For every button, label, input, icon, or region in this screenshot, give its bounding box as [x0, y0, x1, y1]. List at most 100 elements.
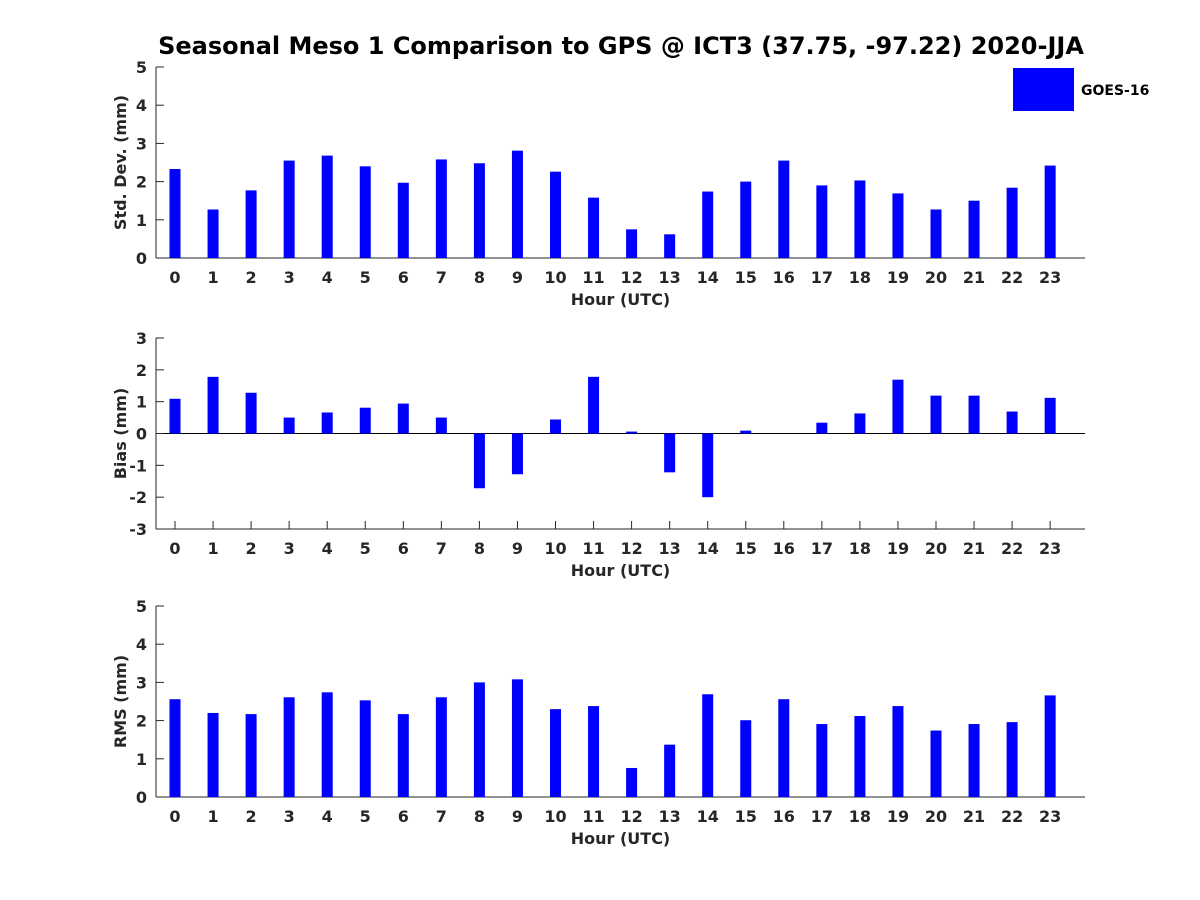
bar-hour-7 — [435, 159, 447, 258]
bar-hour-10 — [550, 419, 561, 434]
bar-hour-17 — [816, 422, 828, 434]
x-tick-label: 17 — [811, 539, 833, 558]
x-tick-label: 19 — [887, 539, 909, 558]
bar-hour-17 — [816, 724, 828, 797]
x-tick-label: 1 — [207, 807, 218, 826]
bar-hour-18 — [854, 413, 866, 434]
bar-hour-17 — [816, 185, 828, 258]
x-tick-label: 0 — [169, 268, 180, 287]
x-tick-label: 15 — [735, 539, 757, 558]
legend: GOES-16 — [1013, 68, 1149, 111]
x-tick-label: 21 — [963, 539, 985, 558]
bar-hour-4 — [321, 155, 333, 258]
x-tick-label: 17 — [811, 807, 833, 826]
x-tick-label: 15 — [735, 807, 757, 826]
bar-hour-14 — [702, 191, 714, 258]
bar-hour-10 — [550, 709, 561, 797]
y-tick-label: 2 — [136, 712, 147, 731]
y-axis-label: Bias (mm) — [111, 388, 130, 480]
x-tick-label: 7 — [436, 807, 447, 826]
y-tick-label: 4 — [136, 635, 147, 654]
bar-hour-13 — [664, 234, 676, 258]
x-tick-label: 13 — [659, 539, 681, 558]
x-tick-label: 14 — [697, 807, 719, 826]
y-tick-label: 0 — [136, 425, 147, 444]
y-tick-label: 0 — [136, 249, 147, 268]
y-tick-label: 3 — [136, 329, 147, 348]
bar-hour-22 — [1006, 411, 1018, 434]
x-tick-label: 8 — [474, 539, 485, 558]
bar-hour-19 — [892, 706, 904, 797]
x-tick-label: 11 — [582, 268, 604, 287]
bar-hour-0 — [169, 398, 181, 434]
bar-hour-20 — [930, 730, 942, 797]
x-tick-label: 2 — [246, 807, 257, 826]
x-tick-label: 0 — [169, 807, 180, 826]
bar-hour-15 — [740, 430, 752, 434]
x-tick-label: 21 — [963, 807, 985, 826]
bar-hour-10 — [550, 171, 561, 258]
x-tick-label: 10 — [544, 807, 566, 826]
x-tick-label: 16 — [773, 268, 795, 287]
x-tick-label: 17 — [811, 268, 833, 287]
bar-hour-21 — [968, 395, 980, 434]
x-tick-label: 1 — [207, 268, 218, 287]
x-tick-label: 2 — [246, 268, 257, 287]
bar-hour-6 — [397, 403, 409, 434]
y-tick-label: 5 — [136, 597, 147, 616]
x-axis-label: Hour (UTC) — [571, 561, 671, 580]
bar-hour-1 — [207, 712, 219, 797]
bar-hour-7 — [435, 417, 447, 434]
x-tick-label: 14 — [697, 539, 719, 558]
x-axis-label: Hour (UTC) — [571, 829, 671, 848]
bar-hour-21 — [968, 724, 980, 797]
y-axis-label: RMS (mm) — [111, 655, 130, 748]
bar-hour-14 — [702, 433, 714, 498]
y-tick-label: 4 — [136, 96, 147, 115]
bar-hour-9 — [511, 679, 523, 797]
x-tick-label: 23 — [1039, 268, 1061, 287]
x-tick-label: 3 — [284, 268, 295, 287]
bar-hour-23 — [1044, 397, 1056, 434]
y-tick-label: 3 — [136, 673, 147, 692]
legend-swatch — [1013, 68, 1074, 111]
bar-hour-21 — [968, 200, 980, 258]
x-tick-label: 12 — [620, 268, 642, 287]
x-tick-label: 13 — [659, 807, 681, 826]
bar-hour-5 — [359, 166, 371, 258]
bar-hour-22 — [1006, 187, 1018, 258]
x-tick-label: 20 — [925, 539, 947, 558]
bar-hour-6 — [397, 714, 409, 797]
bar-hour-3 — [283, 160, 295, 258]
x-tick-label: 16 — [773, 539, 795, 558]
bar-hour-5 — [359, 700, 371, 797]
bar-hour-2 — [245, 714, 257, 797]
bar-hour-14 — [702, 694, 714, 797]
x-tick-label: 4 — [322, 807, 333, 826]
x-tick-label: 5 — [360, 539, 371, 558]
bar-hour-8 — [473, 682, 485, 797]
y-axis-label: Std. Dev. (mm) — [111, 95, 130, 230]
bar-hour-23 — [1044, 695, 1056, 797]
x-tick-label: 3 — [284, 807, 295, 826]
bar-hour-20 — [930, 395, 942, 434]
x-tick-label: 9 — [512, 807, 523, 826]
bar-hour-9 — [511, 433, 523, 475]
y-tick-label: -3 — [129, 520, 147, 539]
bar-hour-8 — [473, 433, 485, 489]
x-tick-label: 18 — [849, 268, 871, 287]
x-tick-label: 2 — [246, 539, 257, 558]
x-tick-label: 4 — [322, 268, 333, 287]
bar-hour-8 — [473, 163, 485, 258]
x-tick-label: 19 — [887, 268, 909, 287]
x-tick-label: 0 — [169, 539, 180, 558]
y-tick-label: -2 — [129, 488, 147, 507]
bar-hour-7 — [435, 697, 447, 797]
x-tick-label: 12 — [620, 807, 642, 826]
x-tick-label: 22 — [1001, 268, 1023, 287]
x-tick-label: 3 — [284, 539, 295, 558]
